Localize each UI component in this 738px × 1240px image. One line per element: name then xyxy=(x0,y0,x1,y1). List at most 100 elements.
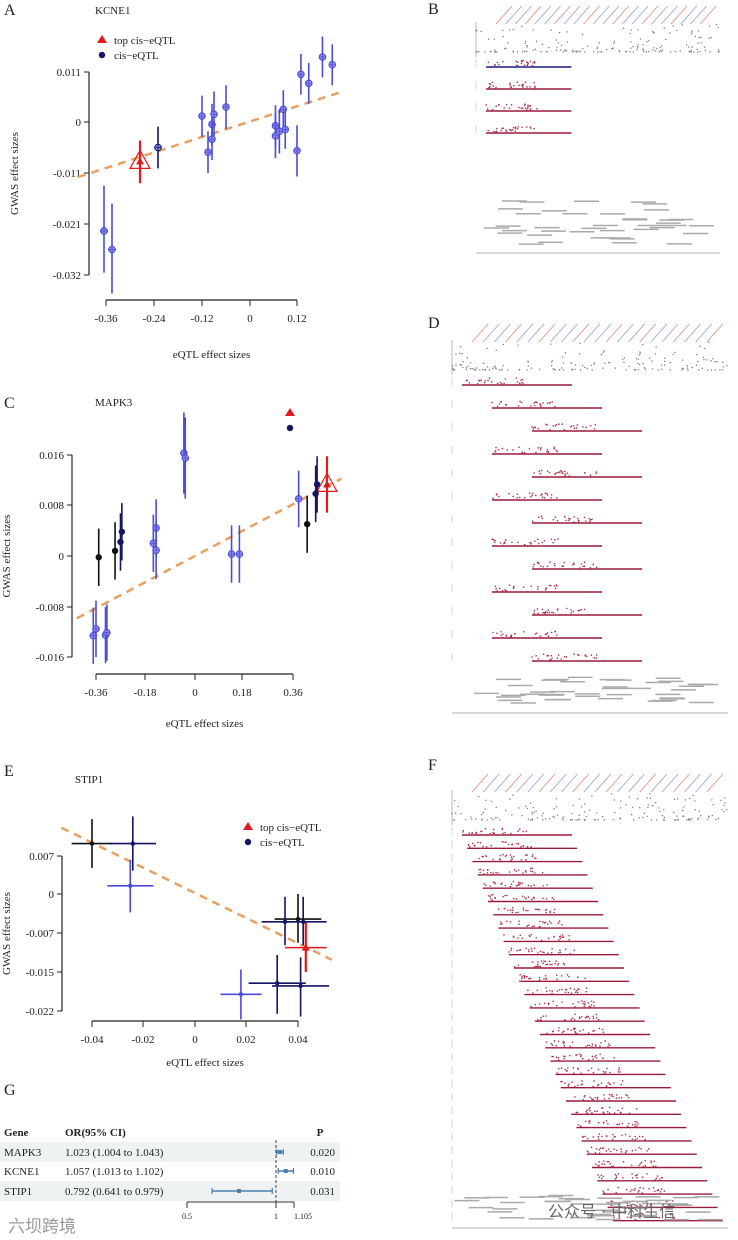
gwas-snp-point xyxy=(594,819,596,821)
eqtl-snp-point xyxy=(518,106,520,109)
eqtl-snp-point xyxy=(521,378,524,381)
eqtl-snp-point xyxy=(585,655,588,658)
eqtl-snp-point xyxy=(523,451,526,454)
gwas-snp-point xyxy=(578,51,580,53)
gwas-snp-point xyxy=(687,369,689,371)
eqtl-snp-point xyxy=(539,965,542,968)
eqtl-snp-point xyxy=(594,1151,597,1154)
eqtl-snp-point xyxy=(521,976,523,978)
gwas-snp-point xyxy=(505,809,507,812)
gwas-snp-point xyxy=(648,50,650,53)
gwas-snp-point xyxy=(562,819,564,821)
gwas-snp-point xyxy=(507,369,509,371)
eqtl-snp-point xyxy=(570,612,572,614)
eqtl-snp-point xyxy=(561,988,563,991)
cis-eqtl-crosshair xyxy=(228,551,235,558)
gwas-snp-point xyxy=(579,342,581,344)
eqtl-snp-point xyxy=(626,1125,629,1128)
eqtl-snp-point xyxy=(545,587,547,590)
eqtl-snp-point xyxy=(641,1135,644,1138)
gwas-snp-point xyxy=(571,368,574,370)
gwas-snp-point xyxy=(636,47,639,49)
gwas-snp-point xyxy=(467,365,469,367)
gwas-snp-point xyxy=(551,361,553,363)
eqtl-snp-point xyxy=(553,908,556,911)
eqtl-snp-point xyxy=(563,561,565,564)
gwas-snp-point xyxy=(655,346,657,348)
eqtl-snp-point xyxy=(520,845,522,848)
forest-x-tick-label: 1.105 xyxy=(294,1212,312,1221)
eqtl-snp-point xyxy=(536,561,539,564)
probe-label-b xyxy=(641,5,659,25)
gwas-snp-point xyxy=(566,41,569,43)
eqtl-snp-point xyxy=(597,1083,600,1086)
gwas-snp-point xyxy=(637,358,639,361)
eqtl-snp-point xyxy=(532,896,535,899)
eqtl-snp-point xyxy=(542,962,545,965)
eqtl-snp-point xyxy=(467,844,470,846)
gwas-snp-point xyxy=(619,50,621,53)
eqtl-snp-point xyxy=(500,922,503,925)
legend-cis-eqtl-icon xyxy=(98,51,106,59)
probe-label-f xyxy=(617,773,634,793)
gwas-snp-point xyxy=(663,357,666,359)
eqtl-snp-point xyxy=(549,989,551,992)
eqtl-snp-point xyxy=(497,872,499,875)
eqtl-snp-point xyxy=(568,975,570,978)
gwas-snp-point xyxy=(541,43,544,46)
eqtl-snp-point xyxy=(510,859,512,862)
probe-label-d xyxy=(650,323,668,343)
gwas-snp-point xyxy=(527,818,530,820)
x-tick-label-e: -0.04 xyxy=(81,1034,104,1046)
gwas-snp-point xyxy=(569,819,572,821)
eqtl-snp-point xyxy=(537,585,539,588)
gwas-snp-point xyxy=(694,800,696,802)
eqtl-snp-point xyxy=(539,403,541,405)
gwas-snp-point xyxy=(661,364,663,366)
eqtl-snp-point xyxy=(597,1135,600,1138)
eqtl-snp-point xyxy=(568,938,570,941)
gwas-snp-point xyxy=(682,815,684,817)
eqtl-snp-point xyxy=(524,103,526,105)
gwas-snp-point xyxy=(673,798,676,800)
eqtl-snp-point xyxy=(598,1152,601,1154)
eqtl-snp-point xyxy=(530,405,532,407)
eqtl-snp-point xyxy=(540,405,542,408)
eqtl-snp-point xyxy=(553,446,556,448)
gwas-snp-point xyxy=(535,40,538,42)
eqtl-snp-point xyxy=(580,1054,583,1057)
eqtl-snp-point xyxy=(547,952,549,954)
eqtl-snp-point xyxy=(589,424,592,427)
eqtl-snp-point xyxy=(627,1122,630,1125)
eqtl-snp-point xyxy=(631,1176,634,1179)
top-cis-eqtl-marker xyxy=(315,472,339,492)
eqtl-snp-point xyxy=(551,657,553,659)
gwas-snp-point xyxy=(658,369,660,371)
gwas-snp-point xyxy=(571,819,573,821)
eqtl-snp-point xyxy=(640,1148,642,1150)
gwas-snp-point xyxy=(704,49,706,51)
eqtl-snp-point xyxy=(628,1096,630,1099)
eqtl-snp-point xyxy=(509,854,512,856)
eqtl-snp-point xyxy=(537,447,540,449)
eqtl-snp-point xyxy=(593,657,596,659)
eqtl-snp-point xyxy=(529,108,532,110)
cis-eqtl-crosshair xyxy=(305,80,312,87)
eqtl-snp-point xyxy=(517,405,520,407)
eqtl-snp-point xyxy=(634,1120,636,1123)
probe-label-d xyxy=(505,323,522,343)
eqtl-snp-point xyxy=(533,81,536,84)
eqtl-snp-point xyxy=(584,1135,586,1138)
eqtl-snp-point xyxy=(585,987,588,990)
eqtl-snp-point xyxy=(564,1068,566,1071)
eqtl-snp-point xyxy=(546,448,549,451)
eqtl-snp-point xyxy=(615,1175,618,1177)
gwas-snp-point xyxy=(681,367,683,370)
eqtl-snp-point xyxy=(565,519,567,522)
gwas-snp-point xyxy=(598,42,600,44)
eqtl-snp-point xyxy=(542,885,544,887)
gwas-snp-point xyxy=(527,365,530,367)
eqtl-snp-point xyxy=(533,612,536,615)
eqtl-snp-point xyxy=(611,1138,614,1141)
gwas-snp-point xyxy=(548,46,550,49)
